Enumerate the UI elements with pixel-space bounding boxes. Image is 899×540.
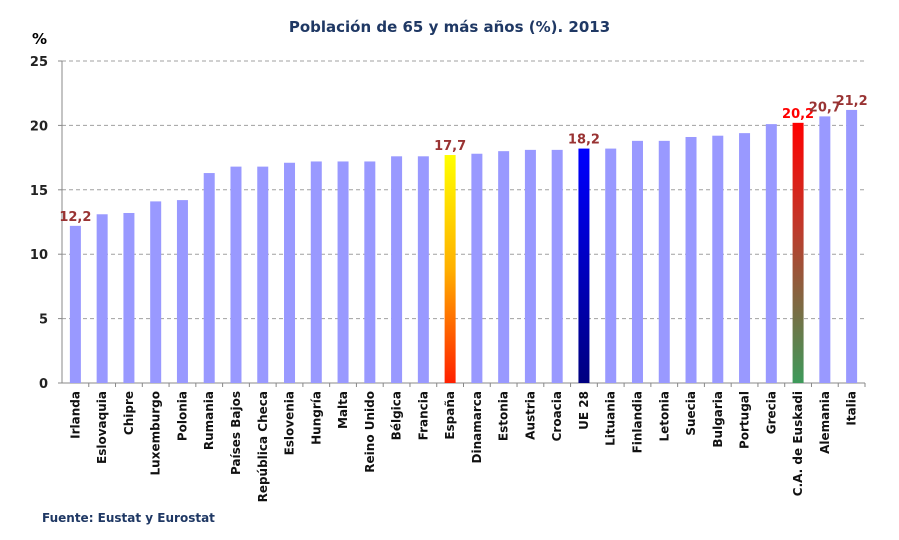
bar xyxy=(578,148,590,383)
bar xyxy=(417,156,429,383)
bar xyxy=(685,136,697,383)
bar xyxy=(631,140,643,383)
bar xyxy=(96,214,108,383)
x-tick-label: Rumania xyxy=(202,391,216,450)
y-tick-label: 15 xyxy=(30,184,48,199)
bar xyxy=(150,201,162,383)
x-tick-label: Alemania xyxy=(818,391,832,454)
bar xyxy=(605,148,617,383)
x-tick-label: República Checa xyxy=(256,391,270,502)
x-tick-label: Francia xyxy=(416,391,430,440)
chart-title: Población de 65 y más años (%). 2013 xyxy=(288,18,611,36)
data-label: 20,2 xyxy=(782,107,814,122)
x-tick-label: Letonia xyxy=(657,391,671,442)
bar xyxy=(284,162,296,383)
y-tick-label: 25 xyxy=(30,55,48,70)
x-tick-label: Lituania xyxy=(604,391,618,446)
data-label: 21,2 xyxy=(836,94,868,109)
bar xyxy=(658,140,670,383)
y-axis-label: % xyxy=(32,30,48,48)
data-label: 20,7 xyxy=(809,100,841,115)
source-note: Fuente: Eustat y Eurostat xyxy=(42,511,215,525)
bar xyxy=(846,109,858,383)
x-tick-label: Luxemburgo xyxy=(149,391,163,475)
x-tick-label: Grecia xyxy=(764,391,778,434)
x-tick-label: Hungría xyxy=(309,391,323,445)
x-tick-label: Portugal xyxy=(738,391,752,449)
x-tick-label: Malta xyxy=(336,391,350,429)
bar xyxy=(471,153,483,383)
x-tick-label: Suecia xyxy=(684,391,698,436)
x-tick-label: Bulgaria xyxy=(711,391,725,448)
bar xyxy=(524,149,536,383)
bar xyxy=(391,156,403,383)
bar xyxy=(123,212,135,383)
bar xyxy=(498,151,510,383)
x-tick-label: Eslovaquia xyxy=(95,391,109,464)
bar xyxy=(257,166,269,383)
bar xyxy=(765,124,777,383)
bar xyxy=(364,161,376,383)
bar xyxy=(310,161,322,383)
x-tick-label: Países Bajos xyxy=(229,391,243,475)
bar xyxy=(792,122,804,383)
data-label: 18,2 xyxy=(568,133,600,148)
x-tick-label: Irlanda xyxy=(68,391,82,439)
bar xyxy=(551,149,563,383)
x-tick-label: Austria xyxy=(523,391,537,440)
bar xyxy=(230,166,242,383)
bar xyxy=(712,135,724,383)
bar xyxy=(203,173,215,383)
x-tick-label: España xyxy=(443,391,457,440)
x-tick-label: Estonia xyxy=(497,391,511,441)
bar xyxy=(819,116,831,383)
bar xyxy=(69,225,81,383)
y-tick-label: 0 xyxy=(39,377,48,392)
x-tick-label: Italia xyxy=(845,391,859,426)
x-tick-label: C.A. de Euskadi xyxy=(791,391,805,496)
x-tick-label: Polonia xyxy=(175,391,189,441)
x-tick-label: Reino Unido xyxy=(363,391,377,473)
x-tick-label: Chipre xyxy=(122,391,136,435)
bar xyxy=(337,161,349,383)
y-tick-label: 10 xyxy=(30,248,48,263)
bar xyxy=(739,133,751,383)
y-tick-label: 20 xyxy=(30,119,48,134)
data-label: 12,2 xyxy=(59,210,91,225)
x-tick-label: Croacia xyxy=(550,391,564,441)
x-tick-label: Dinamarca xyxy=(470,391,484,463)
bar xyxy=(444,155,456,383)
x-tick-label: Eslovenia xyxy=(283,391,297,455)
x-tick-label: Bélgica xyxy=(390,391,404,440)
y-tick-label: 5 xyxy=(39,313,48,328)
x-tick-label: UE 28 xyxy=(577,391,591,430)
bar xyxy=(176,200,188,383)
data-label: 17,7 xyxy=(434,139,466,154)
x-tick-label: Finlandia xyxy=(630,391,644,453)
